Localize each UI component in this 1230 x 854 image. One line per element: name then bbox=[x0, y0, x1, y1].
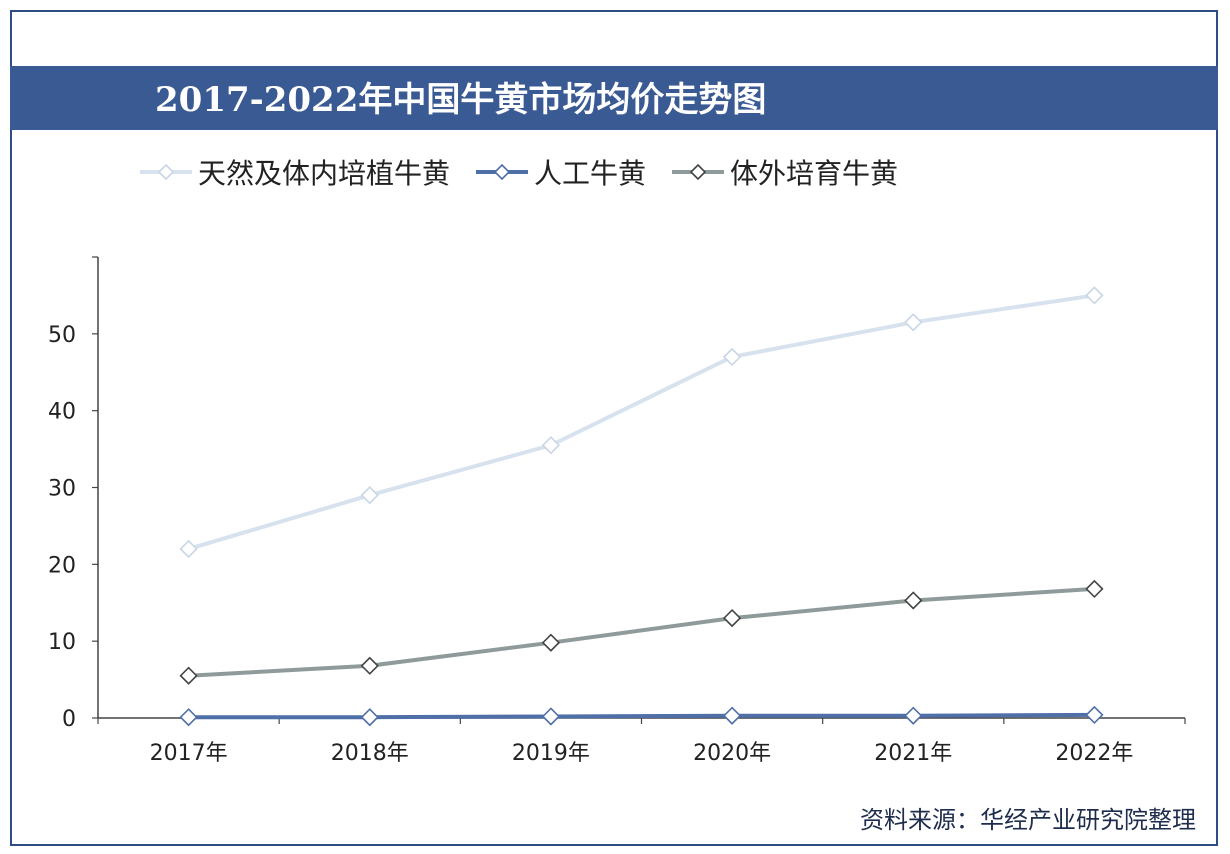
series-invitro-point bbox=[541, 633, 561, 652]
series-invitro-point bbox=[179, 666, 198, 685]
y-tick-label: 50 bbox=[48, 323, 76, 348]
x-tick-label: 2022年 bbox=[1055, 741, 1133, 766]
legend-item-artificial: 人工牛黄 bbox=[476, 152, 646, 192]
legend-label-natural: 天然及体内培植牛黄 bbox=[198, 157, 451, 190]
series-natural-point bbox=[179, 539, 198, 559]
series-artificial-point bbox=[541, 707, 561, 726]
chart-frame bbox=[10, 10, 1218, 846]
y-tick-label: 20 bbox=[48, 553, 76, 578]
legend-item-natural: 天然及体内培植牛黄 bbox=[140, 152, 450, 192]
x-tick-label: 2019年 bbox=[512, 741, 590, 766]
legend-item-invitro: 体外培育牛黄 bbox=[672, 152, 898, 192]
y-tick-label: 10 bbox=[48, 630, 76, 655]
series-natural-point bbox=[360, 486, 379, 505]
series-natural-point bbox=[722, 347, 742, 367]
series-natural-line bbox=[188, 293, 1095, 551]
legend-label-artificial: 人工牛黄 bbox=[534, 157, 647, 190]
series-artificial-point bbox=[904, 706, 923, 725]
title-bar bbox=[10, 66, 1218, 130]
y-tick-label: 40 bbox=[48, 400, 76, 425]
legend-label-invitro: 体外培育牛黄 bbox=[730, 157, 899, 190]
x-tick-label: 2017年 bbox=[150, 741, 228, 766]
series-invitro-point bbox=[904, 591, 923, 610]
series-artificial-point bbox=[722, 706, 742, 725]
legend-swatch-natural bbox=[140, 163, 192, 181]
series-natural-point bbox=[904, 313, 923, 332]
x-tick-label: 2018年 bbox=[331, 741, 409, 766]
series-natural-point bbox=[1085, 286, 1104, 305]
x-tick-label: 2021年 bbox=[874, 741, 952, 766]
series-invitro-point bbox=[1085, 579, 1104, 599]
chart-title: 2017-2022年中国牛黄市场均价走势图 bbox=[155, 80, 767, 120]
series-artificial-point bbox=[1085, 705, 1104, 725]
x-tick-label: 2020年 bbox=[693, 741, 771, 766]
y-tick-label: 30 bbox=[48, 477, 76, 502]
series-artificial-point bbox=[179, 708, 198, 727]
series-artificial-point bbox=[360, 708, 379, 727]
y-tick-label: 0 bbox=[62, 707, 76, 732]
series-artificial-line bbox=[188, 712, 1095, 720]
series-invitro-point bbox=[360, 656, 379, 675]
series-invitro-line bbox=[188, 586, 1095, 678]
legend-swatch-artificial bbox=[476, 163, 529, 181]
legend-swatch-invitro bbox=[672, 163, 725, 181]
series-natural-point bbox=[541, 436, 561, 455]
legend: 天然及体内培植牛黄 人工牛黄 体外培育牛黄 bbox=[140, 152, 898, 192]
source-note: 资料来源：华经产业研究院整理 bbox=[860, 806, 1196, 834]
series-invitro-point bbox=[722, 608, 742, 628]
